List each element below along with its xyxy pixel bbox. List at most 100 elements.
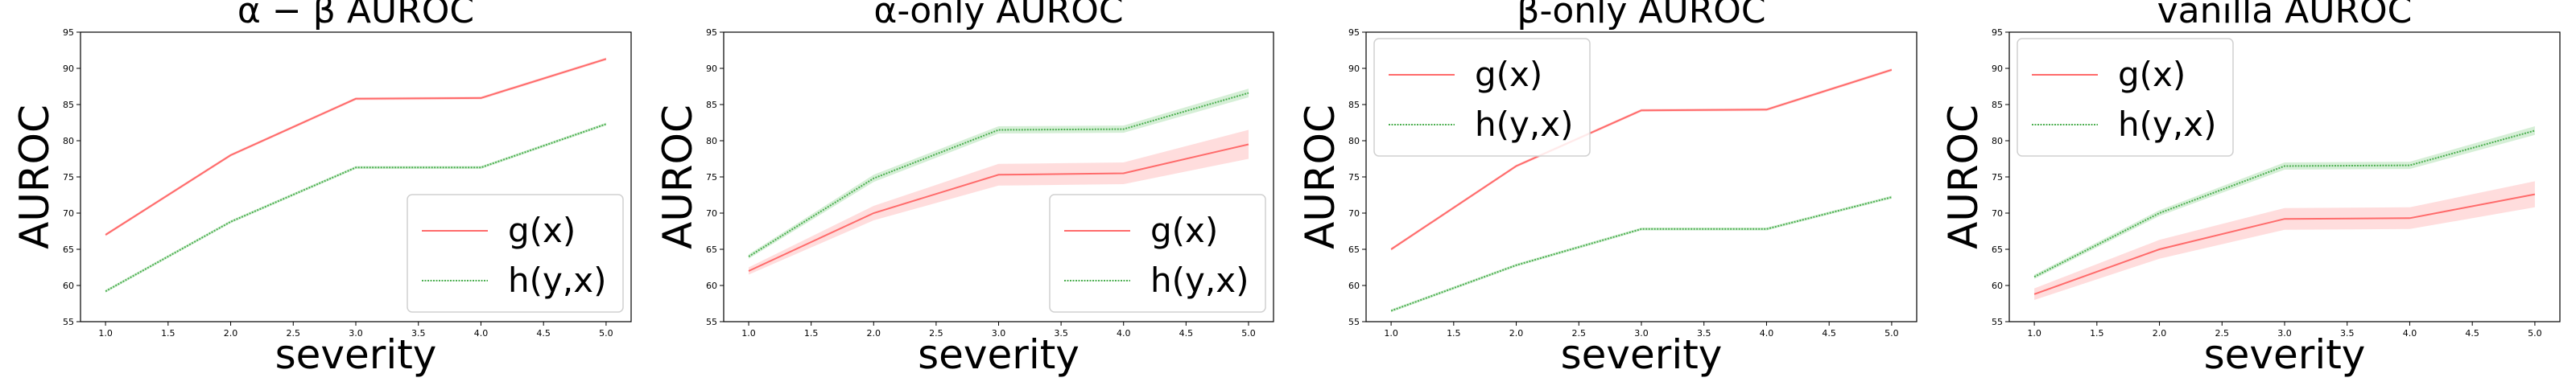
y-tick-label: 95 (1992, 27, 2003, 38)
x-tick-label: 4.0 (1760, 328, 1774, 339)
legend-label-g: g(x) (1150, 211, 1218, 250)
x-tick-label: 1.5 (1447, 328, 1461, 339)
x-tick-label: 3.5 (2340, 328, 2355, 339)
chart-title: α − β AUROC (237, 0, 474, 31)
x-tick-label: 4.5 (2465, 328, 2479, 339)
chart-title: α-only AUROC (873, 0, 1123, 31)
y-tick-label: 75 (706, 172, 717, 183)
y-tick-label: 95 (706, 27, 717, 38)
chart-panel-3: β-only AUROC 1.0 1.5 2.0 2.5 3.0 3.5 4.0 4.5 5.0 5… (1297, 0, 1918, 378)
chart-title: β-only AUROC (1517, 0, 1765, 31)
legend-box (1049, 194, 1266, 313)
y-tick-label: 85 (1348, 100, 1360, 110)
series-band-h (749, 88, 1249, 259)
y-tick-label: 70 (706, 208, 717, 219)
y-tick-label: 65 (1992, 244, 2003, 255)
legend-label-g: g(x) (508, 211, 576, 250)
y-tick-label: 55 (1992, 317, 2003, 327)
x-tick-label: 3.5 (1697, 328, 1711, 339)
x-tick-label: 2.0 (867, 328, 881, 339)
chart-panel-4: vanilla AUROC 1.0 1.5 2.0 2.5 3.0 3.5 4.0 4.5 5.0… (1940, 0, 2561, 378)
y-tick-label: 60 (1992, 281, 2003, 291)
series-band-g (1391, 68, 1892, 251)
y-tick-label: 95 (63, 27, 74, 38)
y-axis-label: AUROC (11, 105, 58, 249)
x-tick-label: 4.0 (2403, 328, 2417, 339)
chart-panel-2: α-only AUROC 1.0 1.5 2.0 2.5 3.0 3.5 4.0 4.5 5.0 5… (654, 0, 1274, 378)
x-tick-label: 4.5 (1179, 328, 1194, 339)
x-tick-label: 3.0 (992, 328, 1006, 339)
series-band-g (2034, 181, 2535, 300)
y-tick-label: 65 (1348, 244, 1360, 255)
legend-box (1373, 38, 1591, 157)
y-axis-label: AUROC (1940, 105, 1987, 249)
y-tick-label: 55 (706, 317, 717, 327)
y-tick-label: 80 (1348, 136, 1360, 146)
y-tick-label: 60 (1348, 281, 1360, 291)
x-tick-label: 1.0 (2027, 328, 2041, 339)
x-tick-label: 2.5 (2215, 328, 2230, 339)
legend-box (407, 194, 624, 313)
x-axis-label: severity (2204, 331, 2366, 378)
y-tick-label: 80 (1992, 136, 2003, 146)
legend: g(x) h(y,x) (2017, 38, 2234, 157)
x-tick-label: 1.0 (98, 328, 113, 339)
x-tick-label: 3.0 (1634, 328, 1649, 339)
y-tick-label: 75 (1992, 172, 2003, 183)
legend: g(x) h(y,x) (1373, 38, 1591, 157)
y-tick-label: 70 (63, 208, 74, 219)
x-tick-label: 5.0 (1241, 328, 1256, 339)
y-tick-label: 80 (706, 136, 717, 146)
legend-box (2017, 38, 2234, 157)
legend: g(x) h(y,x) (407, 194, 624, 313)
y-tick-label: 70 (1348, 208, 1360, 219)
x-tick-label: 4.0 (1117, 328, 1131, 339)
y-tick-label: 55 (1348, 317, 1360, 327)
x-tick-label: 2.0 (224, 328, 238, 339)
legend-label-h: h(y,x) (508, 261, 606, 300)
series-band-h (1391, 195, 1892, 313)
y-tick-label: 90 (1348, 64, 1360, 74)
y-tick-label: 85 (1992, 100, 2003, 110)
x-tick-label: 5.0 (1885, 328, 1899, 339)
x-tick-label: 2.5 (287, 328, 301, 339)
x-axis-label: severity (275, 331, 437, 378)
series-line-h (1390, 196, 1893, 312)
x-tick-label: 3.0 (2277, 328, 2292, 339)
chart-title: vanilla AUROC (2157, 0, 2413, 31)
y-tick-label: 90 (63, 64, 74, 74)
x-tick-label: 1.5 (804, 328, 819, 339)
x-tick-label: 3.5 (411, 328, 426, 339)
y-tick-label: 65 (63, 244, 74, 255)
legend-label-g: g(x) (2118, 55, 2186, 94)
series-band-g (749, 129, 1249, 275)
y-tick-label: 75 (63, 172, 74, 183)
y-tick-label: 85 (63, 100, 74, 110)
y-tick-label: 95 (1348, 27, 1360, 38)
legend: g(x) h(y,x) (1049, 194, 1266, 313)
x-tick-label: 3.5 (1054, 328, 1068, 339)
x-tick-label: 1.5 (161, 328, 175, 339)
y-tick-label: 60 (63, 281, 74, 291)
y-tick-label: 90 (706, 64, 717, 74)
y-tick-label: 70 (1992, 208, 2003, 219)
y-axis-label: AUROC (1297, 105, 1344, 249)
y-axis-label: AUROC (654, 105, 701, 249)
x-tick-label: 3.0 (349, 328, 363, 339)
chart-panel-1: α − β AUROC 1.0 1.5 2.0 2.5 3.0 3.5 4.0 4.5 5.0 55… (11, 0, 632, 378)
x-tick-label: 1.5 (2090, 328, 2104, 339)
x-tick-label: 2.5 (929, 328, 943, 339)
legend-label-g: g(x) (1475, 55, 1542, 94)
legend-label-h: h(y,x) (1475, 105, 1573, 144)
x-tick-label: 5.0 (2528, 328, 2542, 339)
legend-label-h: h(y,x) (1150, 261, 1249, 300)
y-tick-label: 90 (1992, 64, 2003, 74)
y-tick-label: 60 (706, 281, 717, 291)
y-tick-label: 75 (1348, 172, 1360, 183)
y-tick-label: 80 (63, 136, 74, 146)
x-tick-label: 1.0 (1384, 328, 1398, 339)
y-tick-label: 85 (706, 100, 717, 110)
x-tick-label: 4.5 (1822, 328, 1836, 339)
x-tick-label: 2.5 (1572, 328, 1587, 339)
